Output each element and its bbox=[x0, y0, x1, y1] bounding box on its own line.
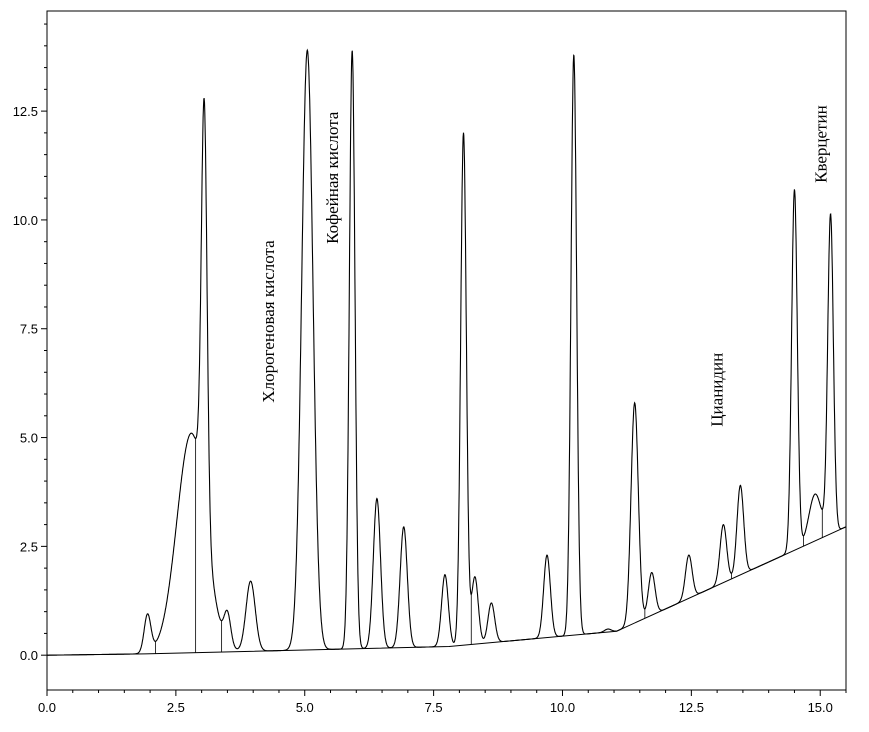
y-tick-label: 12.5 bbox=[13, 104, 38, 119]
x-tick-label: 5.0 bbox=[296, 700, 314, 715]
peak-label: Хлорогеновая кислота bbox=[259, 240, 278, 403]
x-tick-label: 10.0 bbox=[550, 700, 575, 715]
plot-frame bbox=[46, 10, 847, 691]
peak-label: Цианидин bbox=[707, 353, 726, 427]
y-axis-ticks: 0.0 2.5 5.0 7.5 10.0 12.5 bbox=[13, 23, 47, 663]
x-tick-label: 15.0 bbox=[808, 700, 833, 715]
y-tick-label: 5.0 bbox=[20, 431, 38, 446]
x-tick-label: 12.5 bbox=[679, 700, 704, 715]
y-tick-label: 10.0 bbox=[13, 213, 38, 228]
y-tick-label: 7.5 bbox=[20, 322, 38, 337]
peak-label: Кверцетин bbox=[811, 105, 830, 183]
x-axis-ticks: 0.0 2.5 5.0 7.5 10.0 12.5 15.0 bbox=[38, 690, 847, 715]
peak-drop-lines bbox=[155, 438, 823, 654]
y-tick-label: 2.5 bbox=[20, 539, 38, 554]
chromatogram-trace bbox=[47, 48, 847, 656]
peak-labels: Хлорогеновая кислота Кофейная кислота Циан… bbox=[259, 105, 831, 426]
x-tick-label: 0.0 bbox=[38, 700, 56, 715]
y-tick-label: 0.0 bbox=[20, 648, 38, 663]
peak-label: Кофейная кислота bbox=[323, 111, 342, 244]
x-tick-label: 2.5 bbox=[167, 700, 185, 715]
x-tick-label: 7.5 bbox=[425, 700, 443, 715]
